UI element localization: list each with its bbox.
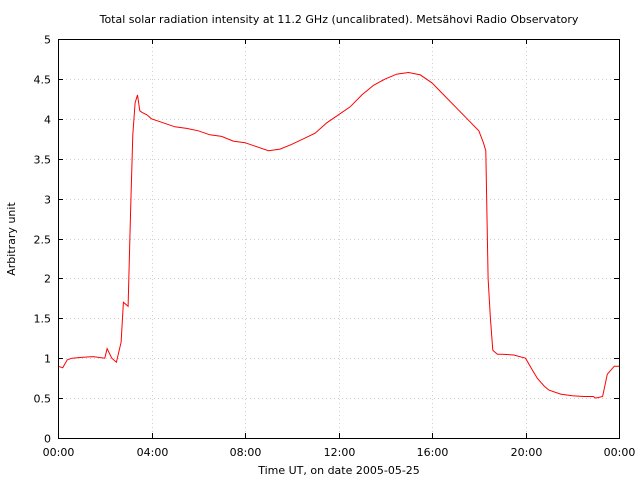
x-tick-label: 00:00 — [604, 446, 636, 459]
y-axis-label: Arbitrary unit — [5, 202, 18, 276]
series-line — [57, 71, 619, 399]
x-tick-label: 00:00 — [43, 446, 75, 459]
y-tick-label: 0 — [44, 433, 51, 446]
y-tick-label: 2 — [44, 273, 51, 286]
x-axis-label: Time UT, on date 2005-05-25 — [257, 464, 420, 477]
x-tick-label: 04:00 — [137, 446, 169, 459]
x-tick-label: 12:00 — [324, 446, 356, 459]
x-tick-label: 08:00 — [230, 446, 262, 459]
y-tick-label: 2.5 — [34, 234, 52, 247]
y-tick-label: 5 — [44, 34, 51, 47]
y-tick-label: 4.5 — [34, 74, 52, 87]
series-layer — [57, 71, 619, 399]
x-tick-label: 16:00 — [417, 446, 449, 459]
grid-layer — [58, 39, 619, 438]
chart-title: Total solar radiation intensity at 11.2 … — [99, 13, 579, 26]
y-tick-label: 1.5 — [34, 313, 52, 326]
y-tick-label: 4 — [44, 114, 51, 127]
y-tick-label: 3 — [44, 194, 51, 207]
y-tick-label: 1 — [44, 353, 51, 366]
y-tick-label: 3.5 — [34, 154, 52, 167]
y-tick-label: 0.5 — [34, 393, 52, 406]
x-tick-label: 20:00 — [511, 446, 543, 459]
tick-layer: 0 0.5 1 1.5 2 2.5 3 3.5 4 4.5 5 00:00 04:00 08:00 12:0… — [34, 34, 636, 460]
